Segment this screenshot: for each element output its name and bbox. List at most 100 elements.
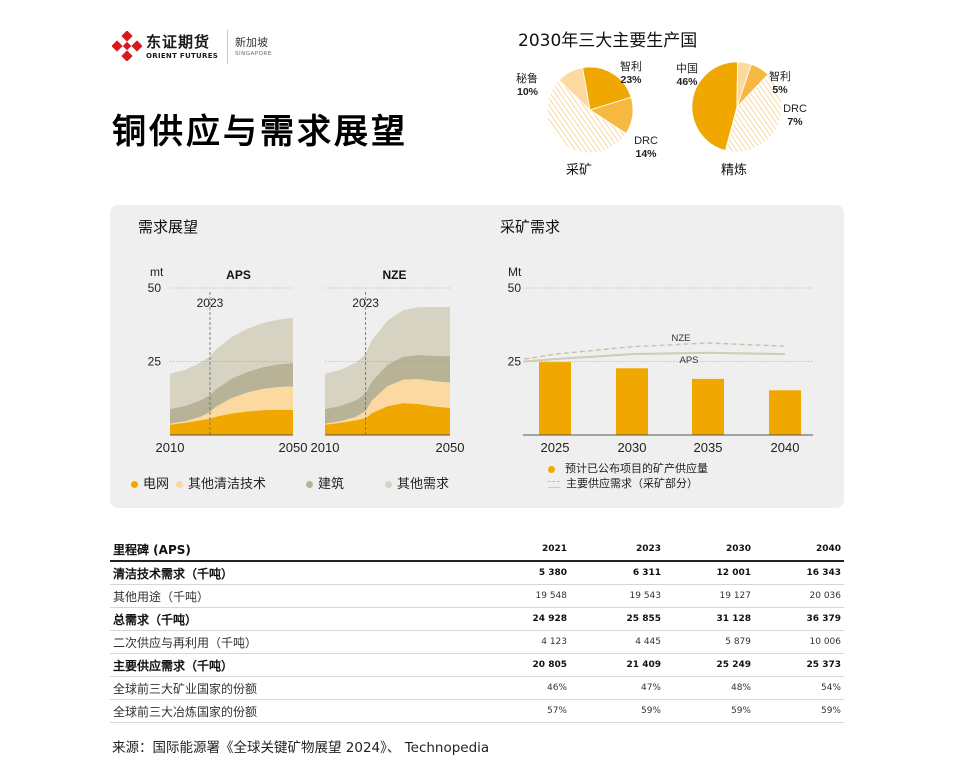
company-logo: 东证期货 ORIENT FUTURES 新加坡 SINGAPORE [112, 26, 282, 70]
legend-swatch [131, 481, 138, 488]
y-tick-label: 25 [148, 355, 162, 369]
legend-swatch [306, 481, 313, 488]
area-layer-2 [170, 363, 293, 424]
table-header-year: 2030 [664, 538, 754, 562]
table-row-label: 全球前三大冶炼国家的份额 [110, 699, 440, 723]
legend-label: 主要供应需求（采矿部分） [566, 477, 698, 490]
legend-item-supply: 预计已公布项目的矿产供应量 [548, 460, 808, 475]
legend-swatch [548, 465, 555, 473]
table-row-label: 主要供应需求（千吨） [110, 653, 440, 677]
table-header-year: 2040 [754, 538, 844, 562]
x-tick-label: 2040 [771, 440, 800, 455]
logo-divider [227, 30, 228, 64]
logo-text-cn: 东证期货 [146, 33, 211, 51]
pie-slice-value: 23% [620, 74, 642, 86]
x-tick-label: 2010 [311, 440, 340, 455]
legend-item-demand-line: 主要供应需求（采矿部分） [548, 475, 808, 490]
chart-title: APS [226, 268, 251, 282]
table-cell: 57% [440, 699, 570, 723]
legend-item-other-clean: 其他清洁技术 [176, 473, 266, 492]
pie-slice [558, 67, 591, 112]
marker-2023-label: 2023 [352, 296, 379, 310]
table-cell: 59% [664, 699, 754, 723]
y-axis-unit: Mt [508, 265, 522, 279]
table-row: 全球前三大冶炼国家的份额 57% 59% 59% 59% [110, 699, 844, 723]
legend-item-building: 建筑 [306, 473, 344, 492]
demand-outlook-title: 需求展望 [138, 218, 199, 236]
table-cell: 20 805 [440, 653, 570, 677]
table-cell: 24 928 [440, 607, 570, 631]
pie-slice [724, 73, 783, 153]
mining-demand-title: 采矿需求 [500, 218, 561, 236]
legend-item-grid: 电网 [131, 473, 169, 492]
pie-slice-value: 7% [787, 116, 803, 128]
x-tick-label: 2030 [618, 440, 647, 455]
area-layer-3 [325, 307, 450, 410]
area-layer-2 [325, 355, 450, 424]
pie-slice-name: 秘鲁 [516, 71, 538, 85]
table-header-year: 2021 [440, 538, 570, 562]
table-cell: 25 855 [570, 607, 664, 631]
table-cell: 5 879 [664, 630, 754, 654]
pie-slice [546, 79, 627, 154]
logo-region-cn: 新加坡 [235, 36, 268, 49]
table-cell: 48% [664, 676, 754, 700]
table-header-row: 里程碑 (APS) 2021 2023 2030 2040 [110, 538, 844, 562]
mining-bar-chart: Mt 25 50 2025 2030 2035 2040 NZE APS [508, 265, 813, 455]
table-cell: 47% [570, 676, 664, 700]
mining-legend: 预计已公布项目的矿产供应量 主要供应需求（采矿部分） [548, 460, 808, 490]
legend-item-other-demand: 其他需求 [385, 473, 449, 492]
pie-slice-name: 智利 [620, 59, 642, 73]
x-tick-label: 2050 [279, 440, 308, 455]
table-header-label: 里程碑 (APS) [110, 538, 440, 562]
table-cell: 21 409 [570, 653, 664, 677]
table-cell: 5 380 [440, 561, 570, 585]
demand-line-nze [524, 342, 786, 360]
table-cell: 59% [570, 699, 664, 723]
pie-slice-name: 智利 [769, 69, 791, 83]
source-note: 来源：国际能源署《全球关键矿物展望 2024》、 Technopedia [112, 740, 490, 756]
table-row: 主要供应需求（千吨） 20 805 21 409 25 249 25 373 [110, 653, 844, 677]
table-cell: 31 128 [664, 607, 754, 631]
table-row: 全球前三大矿业国家的份额 46% 47% 48% 54% [110, 676, 844, 700]
bar [769, 390, 801, 435]
table-header-year: 2023 [570, 538, 664, 562]
area-layer-0 [170, 409, 293, 435]
table-cell: 36 379 [754, 607, 844, 631]
pie-slice-value: 46% [676, 76, 698, 88]
line-label-nze: NZE [672, 333, 691, 344]
table-cell: 19 543 [570, 584, 664, 608]
pie-slice-value: 5% [772, 84, 788, 96]
area-layer-0 [325, 403, 450, 435]
pie-slice-name: DRC [634, 135, 658, 147]
logo-text-en: ORIENT FUTURES [146, 52, 219, 60]
table-cell: 4 445 [570, 630, 664, 654]
table-row-label: 总需求（千吨） [110, 607, 440, 631]
x-tick-label: 2035 [694, 440, 723, 455]
marker-2023-label: 2023 [197, 296, 224, 310]
pie-slice [691, 61, 738, 151]
bar [616, 368, 648, 435]
demand-legend: 电网 其他清洁技术 建筑 其他需求 [131, 473, 481, 493]
table-row-label: 二次供应与再利用（千吨） [110, 630, 440, 654]
milestones-table: 里程碑 (APS) 2021 2023 2030 2040 清洁技术需求（千吨） 5 380… [110, 538, 844, 723]
legend-swatch [176, 481, 183, 488]
table-row: 其他用途（千吨） 19 548 19 543 19 127 20 036 [110, 584, 844, 608]
bar [539, 362, 571, 435]
legend-label: 其他清洁技术 [188, 477, 267, 492]
legend-swatch [385, 481, 392, 488]
y-tick-label: 50 [148, 281, 162, 295]
x-tick-label: 2050 [436, 440, 465, 455]
table-cell: 4 123 [440, 630, 570, 654]
table-row: 清洁技术需求（千吨） 5 380 6 311 12 001 16 343 [110, 561, 844, 585]
pie-slice-name: DRC [783, 103, 807, 115]
table-row: 总需求（千吨） 24 928 25 855 31 128 36 379 [110, 607, 844, 631]
pies-title: 2030年三大主要生产国 [518, 31, 698, 51]
table-cell: 59% [754, 699, 844, 723]
pie-slice-value: 14% [635, 148, 657, 160]
table-cell: 46% [440, 676, 570, 700]
x-tick-label: 2025 [541, 440, 570, 455]
y-tick-label: 50 [508, 281, 522, 295]
